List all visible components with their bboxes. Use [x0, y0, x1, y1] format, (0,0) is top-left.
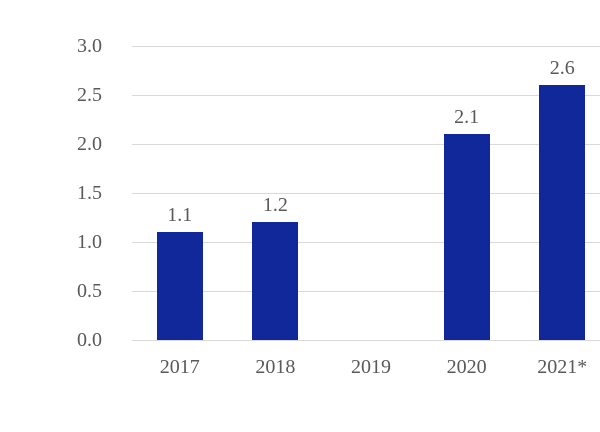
data-label: 1.1 [167, 204, 193, 227]
y-tick-label: 1.0 [77, 231, 102, 253]
plot-area: 1.1 1.2 2.1 2.6 [132, 45, 600, 341]
x-tick-label: 2020 [446, 356, 487, 378]
y-tick-label: 1.5 [77, 182, 102, 204]
x-tick-label: 2021* [537, 356, 588, 378]
data-label: 1.2 [262, 194, 288, 217]
x-tick-label: 2018 [255, 356, 296, 378]
gridline [132, 94, 600, 96]
bar-2017 [156, 232, 203, 340]
gridline [132, 192, 600, 194]
bar-2020 [443, 134, 490, 340]
y-tick-label: 2.5 [77, 84, 102, 106]
data-label: 2.1 [454, 106, 480, 129]
gridline [132, 241, 600, 243]
y-tick-label: 0.0 [77, 329, 102, 351]
gridline [132, 45, 600, 47]
gridline [132, 143, 600, 145]
y-tick-label: 3.0 [77, 35, 102, 57]
x-tick-label: 2017 [159, 356, 200, 378]
y-tick-label: 2.0 [77, 133, 102, 155]
y-tick-label: 0.5 [77, 280, 102, 302]
gridline [132, 290, 600, 292]
bar-2018 [252, 222, 299, 340]
bar-chart: 3.0 2.5 2.0 1.5 1.0 0.5 0.0 1.1 1.2 2.1 2.6 2017 2… [40, 16, 600, 416]
data-label: 2.6 [549, 57, 575, 80]
x-axis-line [132, 339, 600, 341]
bar-2021* [539, 85, 586, 340]
x-tick-label: 2019 [351, 356, 391, 378]
